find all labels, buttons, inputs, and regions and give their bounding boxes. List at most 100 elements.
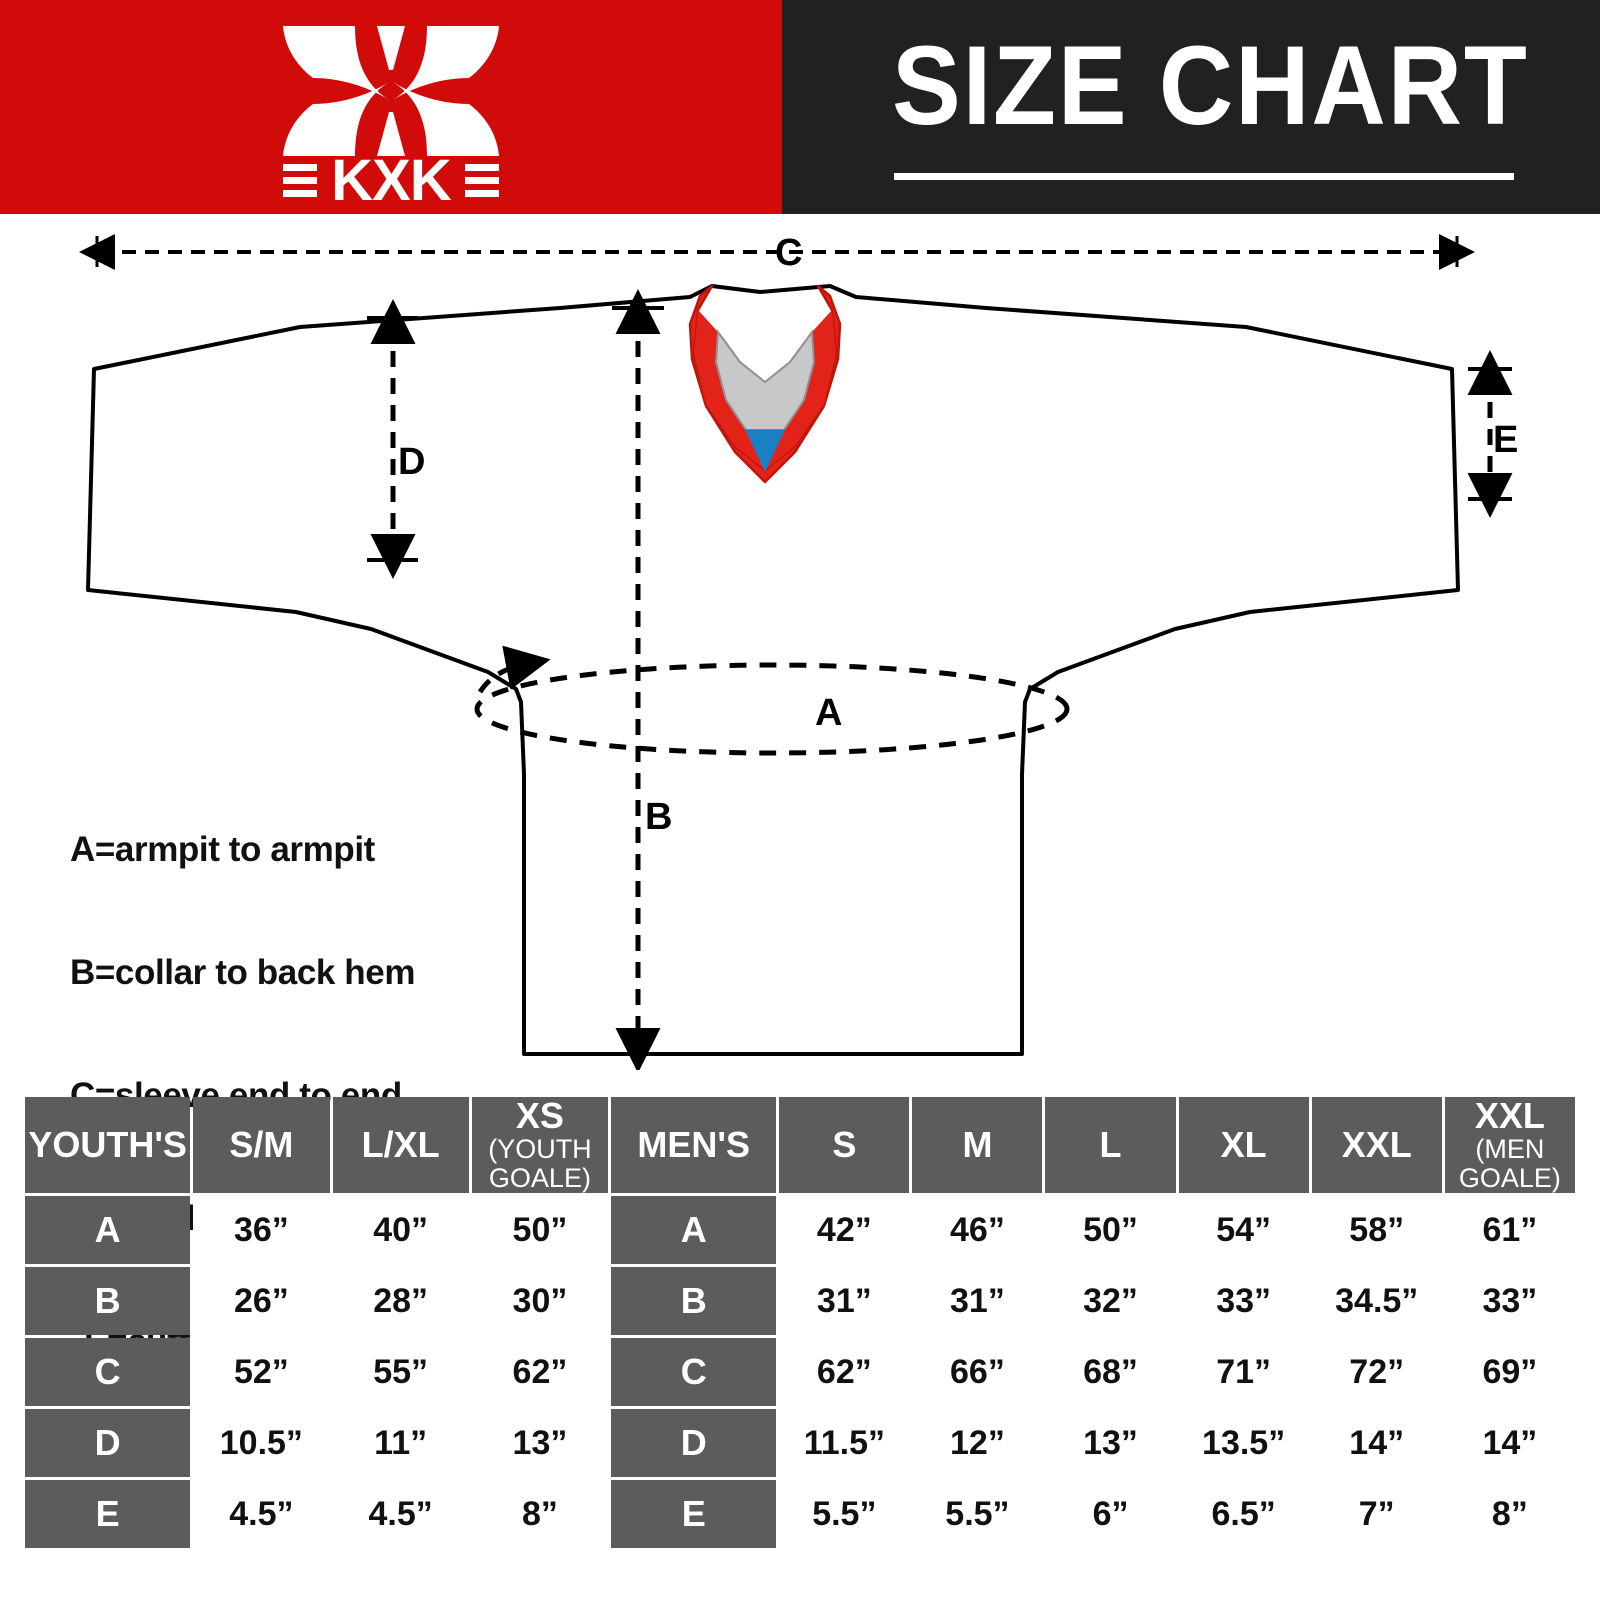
cell-mens-a-xxl: 58” — [1311, 1196, 1442, 1264]
legend-item-a: A=armpit to armpit — [70, 830, 375, 869]
header-mens-s: S — [779, 1097, 910, 1193]
header-mens: MEN'S — [611, 1097, 777, 1193]
cell-mens-d-m: 12” — [912, 1409, 1043, 1477]
svg-text:KXK: KXK — [331, 148, 452, 203]
row-label-mens-e: E — [611, 1480, 777, 1548]
cell-mens-e-xxl-goalie: 8” — [1444, 1480, 1575, 1548]
cell-youth-b-sm: 26” — [193, 1267, 330, 1335]
size-chart-table: YOUTH'S S/M L/XL XS (YOUTH GOALE) MEN'S … — [22, 1094, 1578, 1551]
header-youth-lxl: L/XL — [332, 1097, 469, 1193]
legend-item-b: B=collar to back hem — [70, 953, 416, 992]
cell-mens-a-xl: 54” — [1178, 1196, 1309, 1264]
row-label-mens-d: D — [611, 1409, 777, 1477]
cell-mens-d-xl: 13.5” — [1178, 1409, 1309, 1477]
cell-mens-a-xxl-goalie: 61” — [1444, 1196, 1575, 1264]
dimension-label-e: E — [1493, 419, 1519, 461]
dimension-label-c: C — [775, 232, 803, 274]
cell-mens-a-s: 42” — [779, 1196, 910, 1264]
cell-mens-c-l: 68” — [1045, 1338, 1176, 1406]
header-mens-m: M — [912, 1097, 1043, 1193]
cell-mens-a-l: 50” — [1045, 1196, 1176, 1264]
table-row: E 4.5” 4.5” 8” E 5.5” 5.5” 6” 6.5” 7” 8” — [25, 1480, 1575, 1548]
cell-youth-a-xs: 50” — [471, 1196, 609, 1264]
cell-mens-c-xxl-goalie: 69” — [1444, 1338, 1575, 1406]
header-youth-sm-main: S/M — [229, 1124, 294, 1165]
cell-youth-c-lxl: 55” — [332, 1338, 469, 1406]
header-youth-xs-goalie: XS (YOUTH GOALE) — [471, 1097, 609, 1193]
cell-mens-d-s: 11.5” — [779, 1409, 910, 1477]
header-mens-xxl: XXL — [1311, 1097, 1442, 1193]
cell-mens-a-m: 46” — [912, 1196, 1043, 1264]
cell-mens-e-l: 6” — [1045, 1480, 1176, 1548]
cell-mens-c-xl: 71” — [1178, 1338, 1309, 1406]
cell-youth-a-lxl: 40” — [332, 1196, 469, 1264]
cell-mens-b-xxl-goalie: 33” — [1444, 1267, 1575, 1335]
header-mens-xxl-goalie: XXL (MEN GOALE) — [1444, 1097, 1575, 1193]
cell-mens-d-xxl-goalie: 14” — [1444, 1409, 1575, 1477]
jersey-illustration — [79, 234, 1513, 1070]
cell-youth-d-xs: 13” — [471, 1409, 609, 1477]
header-mens-xl: XL — [1178, 1097, 1309, 1193]
title-panel: SIZE CHART — [782, 0, 1600, 214]
cell-youth-d-lxl: 11” — [332, 1409, 469, 1477]
cell-mens-b-m: 31” — [912, 1267, 1043, 1335]
table-header-row: YOUTH'S S/M L/XL XS (YOUTH GOALE) MEN'S … — [25, 1097, 1575, 1193]
row-label-mens-c: C — [611, 1338, 777, 1406]
dimension-label-d: D — [398, 441, 426, 483]
cell-mens-e-xxl: 7” — [1311, 1480, 1442, 1548]
table-row: B 26” 28” 30” B 31” 31” 32” 33” 34.5” 33… — [25, 1267, 1575, 1335]
cell-youth-e-lxl: 4.5” — [332, 1480, 469, 1548]
brand-panel: KXK — [0, 0, 782, 214]
header-youth-sm: S/M — [193, 1097, 330, 1193]
row-label-mens-b: B — [611, 1267, 777, 1335]
table-row: C 52” 55” 62” C 62” 66” 68” 71” 72” 69” — [25, 1338, 1575, 1406]
header-youth-lxl-main: L/XL — [361, 1124, 440, 1165]
cell-mens-c-m: 66” — [912, 1338, 1043, 1406]
header-mens-main: MEN'S — [637, 1124, 750, 1165]
page-title: SIZE CHART — [892, 23, 1529, 148]
cell-youth-e-sm: 4.5” — [193, 1480, 330, 1548]
header-mens-xxl-goalie-sub: (MEN GOALE) — [1458, 1134, 1561, 1193]
page-header: KXK SIZE CHART — [0, 0, 1600, 214]
dimension-label-a: A — [815, 692, 843, 734]
header-youths: YOUTH'S — [25, 1097, 191, 1193]
cell-mens-c-xxl: 72” — [1311, 1338, 1442, 1406]
header-mens-l-main: L — [1099, 1124, 1122, 1165]
cell-mens-c-s: 62” — [779, 1338, 910, 1406]
header-mens-xxl-main: XXL — [1341, 1124, 1412, 1165]
header-youths-main: YOUTH'S — [28, 1124, 187, 1165]
title-underline — [894, 173, 1514, 180]
cell-youth-d-sm: 10.5” — [193, 1409, 330, 1477]
header-mens-s-main: S — [832, 1124, 857, 1165]
row-label-youth-b: B — [25, 1267, 191, 1335]
table-row: D 10.5” 11” 13” D 11.5” 12” 13” 13.5” 14… — [25, 1409, 1575, 1477]
cell-youth-e-xs: 8” — [471, 1480, 609, 1548]
cell-mens-b-xl: 33” — [1178, 1267, 1309, 1335]
header-mens-l: L — [1045, 1097, 1176, 1193]
cell-youth-a-sm: 36” — [193, 1196, 330, 1264]
header-mens-m-main: M — [962, 1124, 993, 1165]
header-youth-xs-main: XS — [515, 1097, 564, 1136]
cell-mens-b-xxl: 34.5” — [1311, 1267, 1442, 1335]
row-label-youth-d: D — [25, 1409, 191, 1477]
jersey-diagram: C D E A B A=armpit to armpit B=collar to… — [0, 214, 1600, 1361]
cell-youth-c-sm: 52” — [193, 1338, 330, 1406]
row-label-youth-c: C — [25, 1338, 191, 1406]
row-label-mens-a: A — [611, 1196, 777, 1264]
header-youth-xs-sub: (YOUTH GOALE) — [488, 1134, 592, 1193]
row-label-youth-a: A — [25, 1196, 191, 1264]
cell-youth-b-xs: 30” — [471, 1267, 609, 1335]
cell-mens-e-m: 5.5” — [912, 1480, 1043, 1548]
cell-mens-b-s: 31” — [779, 1267, 910, 1335]
cell-youth-b-lxl: 28” — [332, 1267, 469, 1335]
header-mens-xxl-goalie-main: XXL — [1474, 1097, 1545, 1136]
header-mens-xl-main: XL — [1220, 1124, 1267, 1165]
cell-mens-e-xl: 6.5” — [1178, 1480, 1309, 1548]
cell-mens-d-l: 13” — [1045, 1409, 1176, 1477]
row-label-youth-e: E — [25, 1480, 191, 1548]
kxk-logo-icon: KXK — [283, 26, 499, 203]
cell-youth-c-xs: 62” — [471, 1338, 609, 1406]
cell-mens-e-s: 5.5” — [779, 1480, 910, 1548]
cell-mens-d-xxl: 14” — [1311, 1409, 1442, 1477]
cell-mens-b-l: 32” — [1045, 1267, 1176, 1335]
